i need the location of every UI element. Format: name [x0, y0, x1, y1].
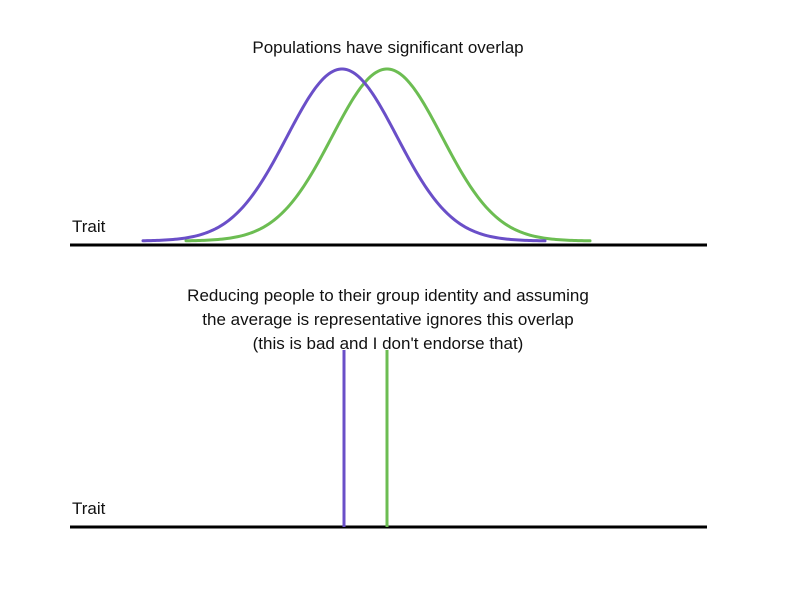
- bottom-axis-label: Trait: [72, 499, 106, 518]
- top-title: Populations have significant overlap: [252, 38, 524, 57]
- bottom-caption-line-1: Reducing people to their group identity …: [187, 286, 589, 305]
- top-axis-label: Trait: [72, 217, 106, 236]
- bottom-caption-line-3: (this is bad and I don't endorse that): [252, 334, 524, 353]
- distribution-curve-group-a: [141, 67, 547, 243]
- distribution-curve-group-b: [184, 67, 592, 243]
- bottom-caption-line-2: the average is representative ignores th…: [202, 310, 574, 329]
